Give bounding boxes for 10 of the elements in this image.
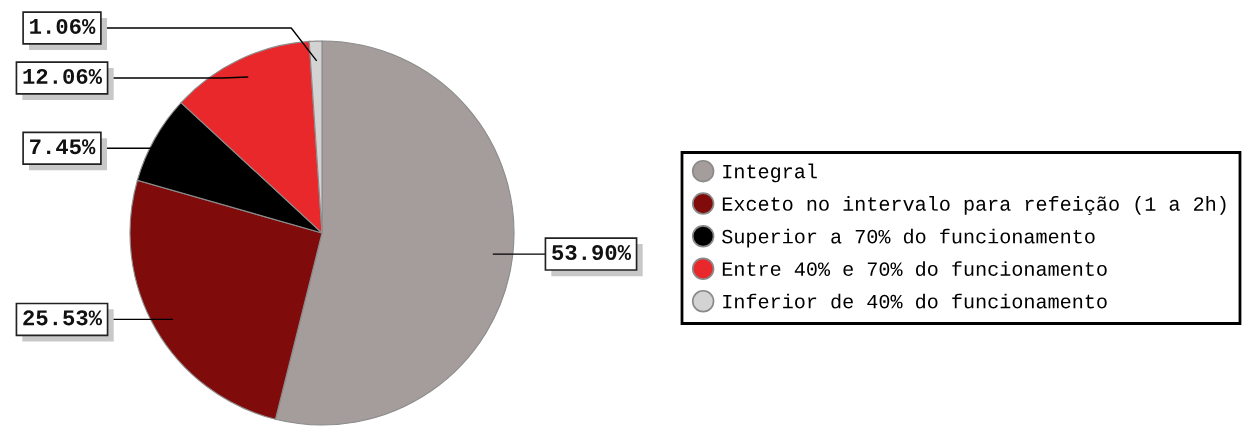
data-label: 12.06% <box>23 68 103 84</box>
legend-label: Integral <box>723 163 817 183</box>
legend-label: Exceto no intervalo para refeição (1 a 2h) <box>722 196 1226 216</box>
data-label: 1.06% <box>30 18 96 34</box>
data-label: 7.45% <box>30 139 96 155</box>
legend-label: Inferior de 40% do funcionamento <box>723 293 1107 309</box>
data-label: 53.90% <box>552 245 632 261</box>
legend-label: Entre 40% e 70% do funcionamento <box>722 261 1107 277</box>
data-label: 25.53% <box>23 310 103 326</box>
legend-label: Superior a 70% do funcionamento <box>722 228 1095 248</box>
